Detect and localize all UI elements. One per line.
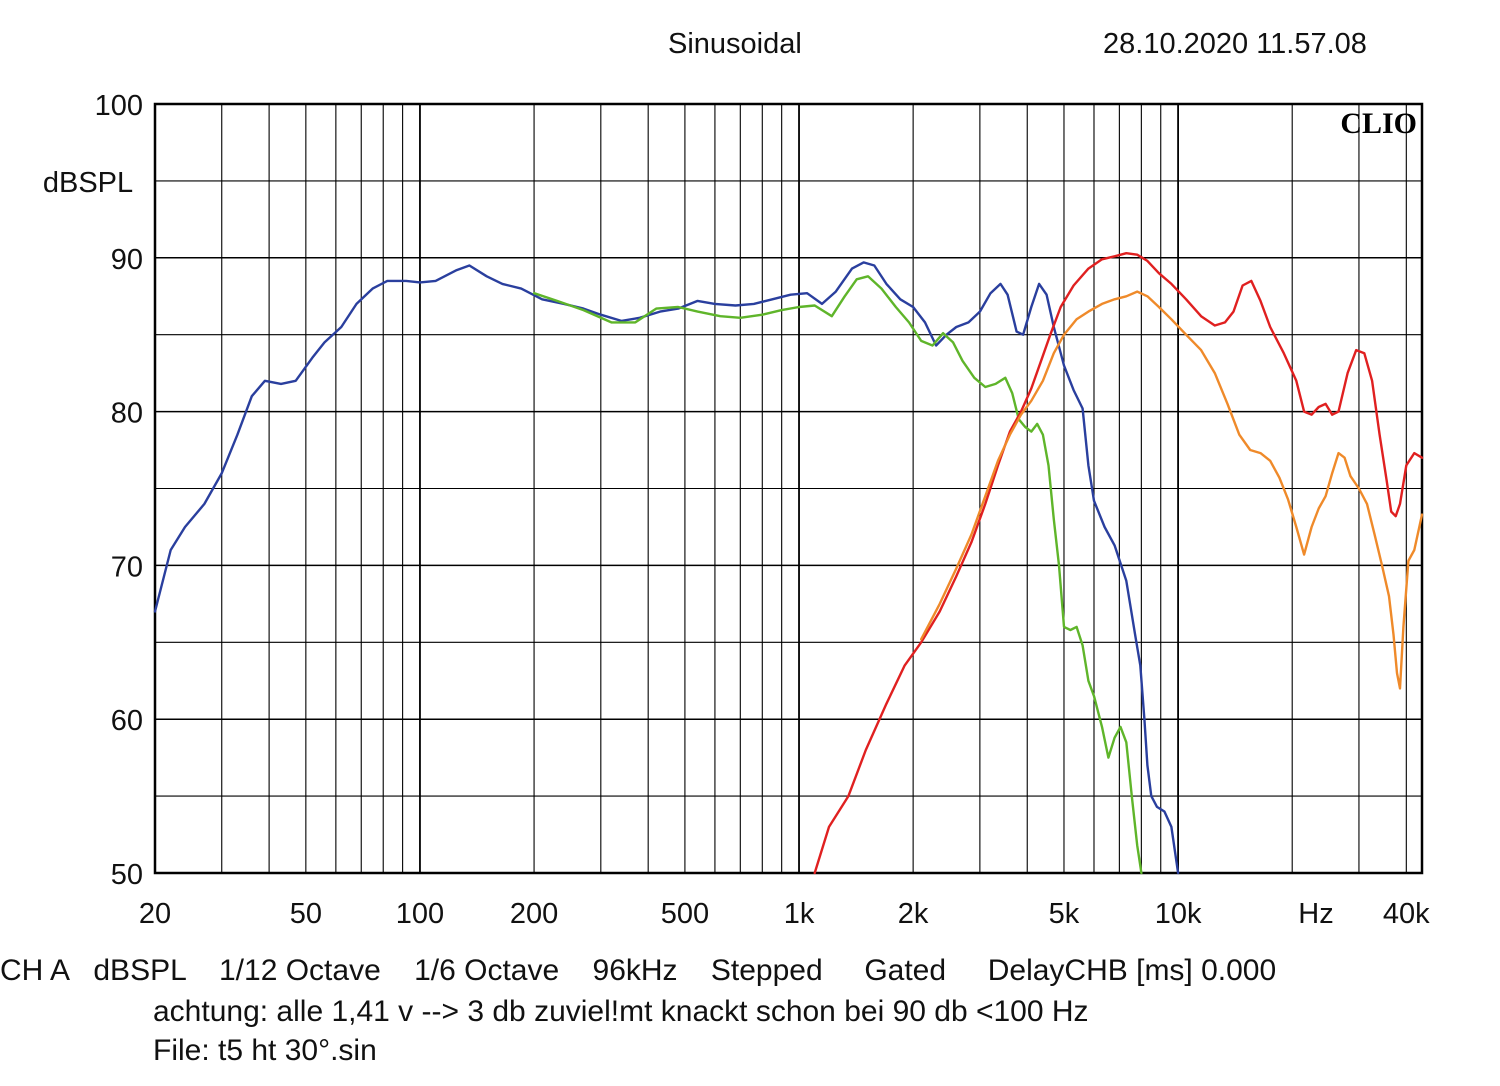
grid-major — [155, 103, 1422, 874]
settings-status-line: CH A dBSPL 1/12 Octave 1/6 Octave 96kHz … — [0, 954, 1277, 987]
clio-logo: CLIO — [1340, 107, 1417, 140]
y-axis-label: dBSPL — [43, 167, 133, 199]
series-line-3 — [813, 252, 1424, 875]
x-tick-labels: 20 50 100 200 500 1k 2k 5k 10k 40k — [139, 898, 1430, 930]
plot-frame — [153, 102, 1424, 875]
chart-title: Sinusoidal — [668, 28, 802, 60]
x-tick-label: 20 — [139, 898, 171, 930]
series-line-4 — [920, 290, 1424, 690]
x-tick-label: 500 — [661, 898, 709, 930]
y-tick-label: 80 — [111, 398, 143, 430]
x-tick-label: 40k — [1383, 898, 1430, 930]
series-layer — [153, 252, 1424, 875]
x-tick-label: 2k — [898, 898, 929, 930]
measurement-note: achtung: alle 1,41 v --> 3 db zuviel!mt … — [153, 995, 1089, 1028]
y-tick-labels: 100 90 80 70 60 50 — [95, 90, 143, 891]
timestamp: 28.10.2020 11.57.08 — [1103, 28, 1367, 60]
x-axis-unit-label: Hz — [1298, 898, 1333, 930]
y-tick-label: 90 — [111, 244, 143, 276]
y-tick-label: 70 — [111, 551, 143, 583]
y-tick-label: 60 — [111, 705, 143, 737]
x-tick-label: 200 — [510, 898, 558, 930]
y-tick-label: 100 — [95, 90, 143, 122]
series-line-2 — [532, 275, 1143, 875]
file-name: File: t5 ht 30°.sin — [153, 1034, 377, 1067]
x-tick-label: 50 — [290, 898, 322, 930]
x-tick-label: 1k — [784, 898, 815, 930]
x-tick-label: 100 — [396, 898, 444, 930]
x-tick-label: 10k — [1155, 898, 1202, 930]
x-tick-label: 5k — [1049, 898, 1080, 930]
y-tick-label: 50 — [111, 859, 143, 891]
series-line-1 — [153, 261, 1180, 875]
